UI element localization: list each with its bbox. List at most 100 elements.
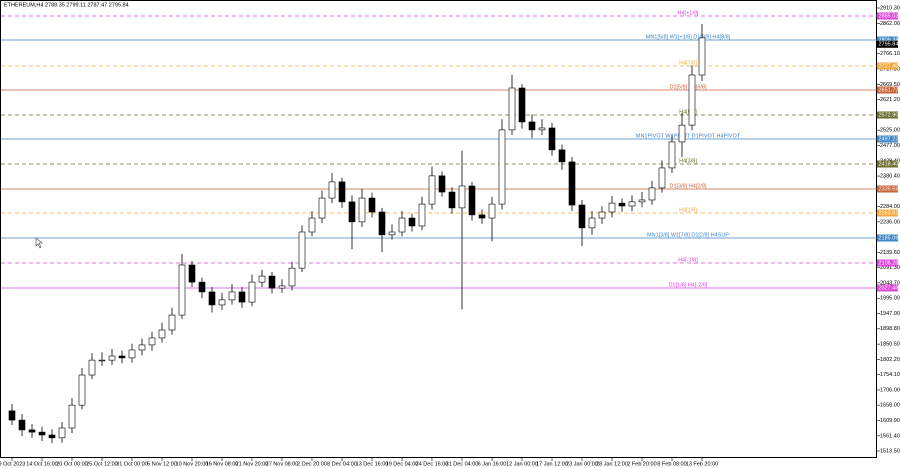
level-price-label: 2572.90	[879, 112, 899, 118]
candle-body	[688, 74, 696, 126]
candle-body	[588, 217, 596, 229]
level-label: MN1PIVOT W1PIVOT D1PIVOT H4PIVOT	[636, 133, 741, 139]
x-tick-label: 31 Oct 00:00	[116, 461, 148, 467]
x-tick-label: 17 Jan 12:00	[536, 461, 568, 467]
level-price-label: 2809.38	[879, 37, 899, 43]
candle-body	[548, 127, 556, 151]
y-tick-label: 1995.00	[880, 296, 900, 302]
candle-body	[238, 291, 246, 303]
candle-body	[698, 37, 706, 76]
candle-body	[638, 199, 646, 203]
candle-body	[388, 231, 396, 236]
x-tick-label: 14 Oct 16:00	[26, 461, 58, 467]
candle-body	[168, 314, 176, 331]
y-tick-label: 1513.50	[880, 448, 900, 454]
x-tick-label: 6 Jan 16:00	[478, 461, 507, 467]
candle-body	[458, 185, 466, 209]
level-price-box	[877, 86, 898, 94]
x-tick-label: 5 Nov 12:00	[147, 461, 177, 467]
candle-body	[18, 419, 26, 431]
x-tick-label: 20 Oct 00:00	[56, 461, 88, 467]
level-label: D1[5/8] H4[6/8]	[670, 84, 707, 90]
x-tick-label: 31 Dec 04:00	[446, 461, 479, 467]
candle-body	[108, 355, 116, 361]
x-tick-label: 8 Dec 04:00	[327, 461, 357, 467]
level-price-box	[877, 36, 898, 44]
level-label: MN1[3/8] W1[7/8] D1[2/8] H4SUP	[647, 232, 729, 238]
candle-body	[408, 217, 416, 227]
x-tick-label: 13 Dec 16:00	[356, 461, 389, 467]
candle-body	[658, 167, 666, 189]
x-tick-label: 21 Nov 20:00	[236, 461, 269, 467]
level-price-label: 2727.40	[879, 63, 899, 69]
level-label: D1[3/8] H4[2/8]	[670, 183, 707, 189]
candle-body	[668, 141, 676, 169]
candle-body	[248, 281, 256, 303]
level-label: H4[3/8]	[679, 158, 697, 164]
candle-body	[618, 202, 626, 207]
candle-body	[38, 431, 46, 436]
candle-body	[318, 197, 326, 219]
candle-body	[8, 410, 16, 421]
candle-body	[198, 281, 206, 293]
level-price-box	[877, 111, 898, 119]
chart-title: ETHEREUM,H4 2788.35 2799.11 2787.47 2795…	[4, 2, 129, 8]
candle-body	[88, 359, 96, 376]
level-price-label: 2339.59	[879, 186, 899, 192]
y-tick-label: 2525.00	[880, 128, 900, 134]
candle-body	[218, 299, 226, 306]
candle-body	[228, 291, 236, 301]
x-tick-label: 13 Feb 20:00	[686, 461, 718, 467]
level-price-label: 2651.72	[879, 87, 899, 93]
candle-body	[578, 204, 586, 229]
level-price-box	[877, 12, 898, 20]
candle-body	[188, 264, 196, 283]
candle-body	[398, 217, 406, 233]
y-tick-label: 2380.40	[880, 174, 900, 180]
candle-body	[518, 87, 526, 123]
candle-body	[488, 203, 496, 219]
candle-body	[478, 214, 486, 219]
candle-body	[28, 429, 36, 433]
candle-body	[118, 355, 126, 359]
x-tick-label: 24 Dec 16:00	[416, 461, 449, 467]
level-price-box	[877, 209, 898, 217]
level-label: MN1[5/8] W1[+1/8] D1[8/8] H4[8/8]	[646, 34, 731, 40]
y-tick-label: 2284.00	[880, 204, 900, 210]
level-label: H4[+1/8]	[678, 10, 699, 16]
level-price-box	[877, 185, 898, 193]
candle-body	[128, 349, 136, 359]
x-tick-label: 16 Nov 08:00	[206, 461, 239, 467]
candle-body	[258, 275, 266, 283]
candle-body	[678, 124, 686, 143]
candle-body	[468, 185, 476, 216]
y-tick-label: 2091.30	[880, 265, 900, 271]
x-tick-label: 27 Nov 08:00	[266, 461, 299, 467]
candle-body	[368, 197, 376, 213]
level-price-label: 2263.91	[879, 210, 899, 216]
x-tick-label: 8 Feb 08:00	[657, 461, 686, 467]
mouse-cursor	[35, 237, 43, 249]
candle-body	[568, 161, 576, 206]
x-tick-label: 2 Dec 20:00	[297, 461, 327, 467]
level-price-box	[877, 284, 898, 292]
candle-body	[608, 202, 616, 213]
candle-body	[558, 149, 566, 163]
candle-body	[208, 291, 216, 306]
candle-body	[498, 129, 506, 205]
level-label: D1[1/8] H4[-2/8]	[669, 282, 708, 288]
candle-body	[98, 359, 106, 362]
y-tick-label: 1850.50	[880, 342, 900, 348]
level-price-box	[877, 259, 898, 267]
candle-body	[178, 264, 186, 316]
candle-body	[138, 344, 146, 351]
candle-body	[448, 191, 456, 209]
candle-body	[158, 329, 166, 339]
x-tick-label: 10 Nov 20:00	[176, 461, 209, 467]
candle-body	[508, 87, 516, 131]
last-price-label: 2795.84	[879, 42, 899, 48]
candle-body	[538, 127, 546, 131]
candle-body	[338, 181, 346, 203]
level-label: H4[-1/8]	[678, 257, 698, 263]
candle-body	[438, 175, 446, 193]
